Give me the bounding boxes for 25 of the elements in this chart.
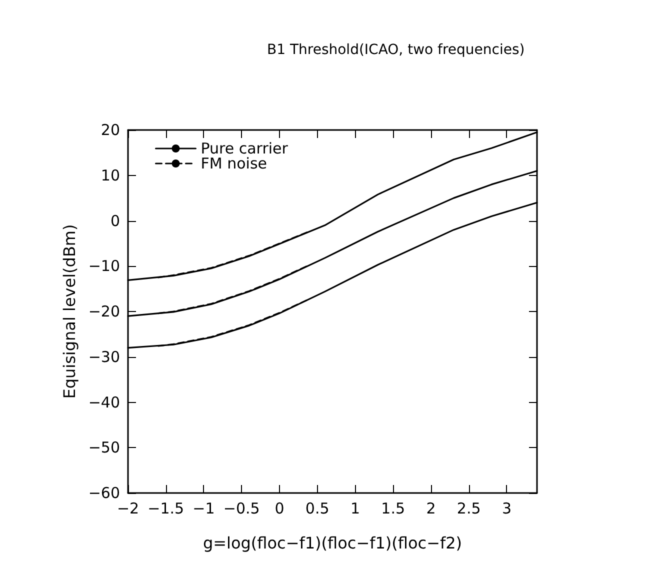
- x-tick-label: −0.5: [223, 500, 260, 518]
- x-tick-label: −2: [116, 500, 140, 518]
- x-tick-label: 3: [502, 500, 512, 518]
- y-axis-title: Equisignal level(dBm): [60, 224, 79, 399]
- x-tick-label: −1: [192, 500, 215, 518]
- x-axis-title: g=log(floc−f1)(floc−f1)(floc−f2): [202, 534, 462, 552]
- x-tick-label: 2.5: [456, 500, 481, 518]
- x-tick-label: 1: [350, 500, 360, 518]
- y-tick-label: −40: [88, 393, 120, 412]
- x-tick-label: 0.5: [305, 500, 330, 518]
- y-tick-label: −50: [88, 438, 120, 457]
- y-tick-label: 10: [100, 166, 120, 184]
- legend-label: Pure carrier: [200, 140, 289, 158]
- x-tick-label: 1.5: [381, 500, 406, 518]
- x-tick-label: −1.5: [148, 500, 184, 518]
- y-tick-label: −60: [88, 484, 120, 502]
- x-tick-label: 2: [426, 500, 436, 518]
- legend-label: FM noise: [200, 154, 267, 172]
- x-tick-label: 0: [274, 500, 284, 518]
- y-tick-label: 20: [100, 121, 120, 139]
- y-tick-label: −10: [88, 257, 120, 276]
- y-tick-label: −30: [88, 348, 120, 366]
- y-tick-label: −20: [88, 302, 120, 320]
- chart-title: B1 Threshold(ICAO, two frequencies): [267, 42, 525, 58]
- y-tick-label: 0: [110, 212, 120, 230]
